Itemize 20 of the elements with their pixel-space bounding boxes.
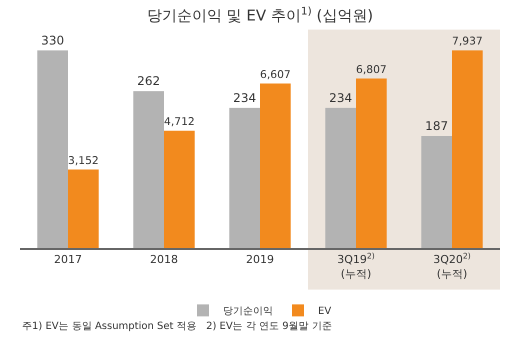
data-label: 6,607 [260, 68, 291, 81]
data-label: 6,807 [356, 62, 387, 76]
data-label: 234 [233, 90, 256, 105]
data-label: 234 [329, 90, 352, 105]
x-tick-label: 2018 [150, 253, 178, 266]
legend-label: EV [318, 306, 332, 318]
data-label: 187 [425, 119, 448, 134]
legend-label: 당기순이익 [223, 306, 273, 318]
x-tick-label: 3Q20$^{2)}$ (누적) [433, 252, 471, 280]
bar [37, 50, 68, 248]
data-label: 330 [41, 33, 64, 48]
text: 주1) EV는 동일 Assumption Set 적용 2) EV는 각 연도 9월말 기준 [22, 321, 332, 332]
data-label: 262 [137, 74, 160, 88]
x-tick-label: 2017 [54, 253, 82, 266]
x-tick-label: 2019 [246, 253, 274, 266]
data-label: 7,937 [452, 34, 483, 48]
data-label: 3,152 [68, 154, 99, 167]
chart-title: 당기순이익 및 EV 추이$^{1)}$ (십억원) [146, 5, 374, 25]
data-label: 4,712 [164, 115, 195, 128]
x-tick-label: 3Q19$^{2)}$ (누적) [337, 252, 375, 280]
